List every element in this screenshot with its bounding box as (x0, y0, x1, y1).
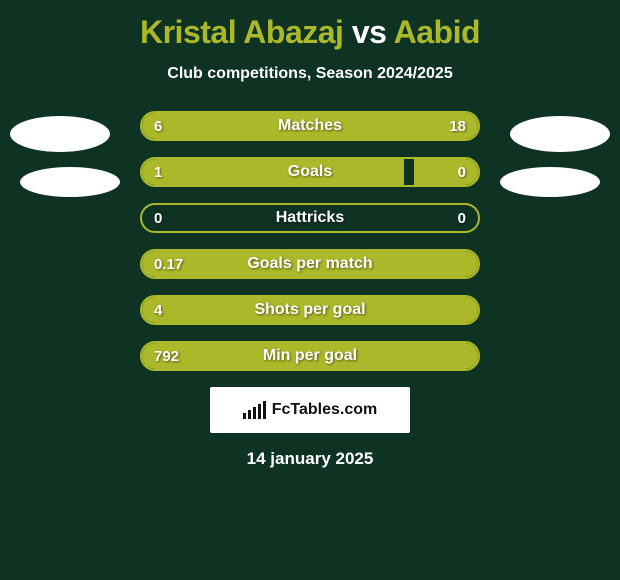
brand-badge: FcTables.com (210, 387, 410, 433)
player2-avatar-2 (500, 167, 600, 197)
comparison-title: Kristal Abazaj vs Aabid (0, 0, 620, 51)
stat-rows: 618Matches 10Goals 00Hattricks 0.17Goals pe… (140, 111, 480, 371)
stat-label: Goals per match (142, 251, 478, 277)
player1-avatar-1 (10, 116, 110, 152)
stat-row: 00Hattricks (140, 203, 480, 233)
date-label: 14 january 2025 (0, 449, 620, 469)
stat-row: 618Matches (140, 111, 480, 141)
stat-label: Shots per goal (142, 297, 478, 323)
stat-row: 10Goals (140, 157, 480, 187)
stat-row: 0.17Goals per match (140, 249, 480, 279)
stat-label: Min per goal (142, 343, 478, 369)
chart-area: 618Matches 10Goals 00Hattricks 0.17Goals pe… (0, 111, 620, 371)
brand-bars-icon (243, 401, 266, 419)
player2-avatar-1 (510, 116, 610, 152)
vs-text: vs (352, 14, 387, 50)
stat-label: Hattricks (142, 205, 478, 231)
brand-text: FcTables.com (272, 401, 378, 419)
subtitle: Club competitions, Season 2024/2025 (0, 65, 620, 83)
player1-name: Kristal Abazaj (140, 14, 343, 50)
stat-row: 4Shots per goal (140, 295, 480, 325)
stat-label: Goals (142, 159, 478, 185)
player2-name: Aabid (394, 14, 480, 50)
stat-row: 792Min per goal (140, 341, 480, 371)
stat-label: Matches (142, 113, 478, 139)
player1-avatar-2 (20, 167, 120, 197)
